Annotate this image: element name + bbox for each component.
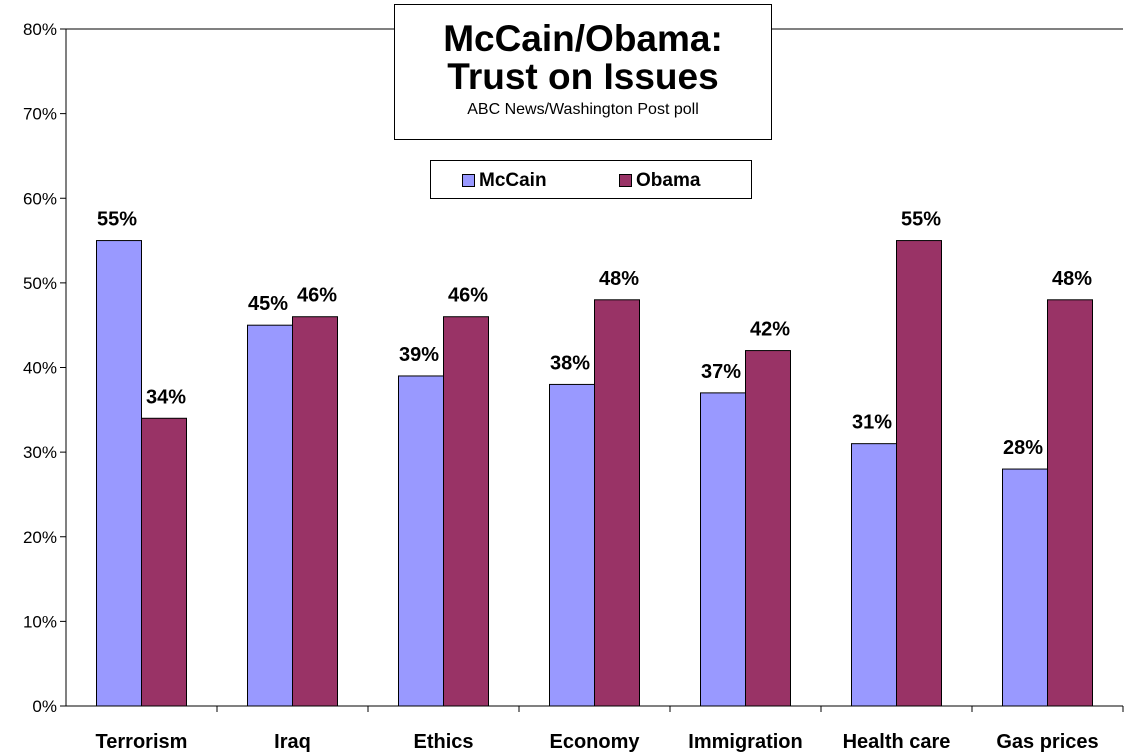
x-tick-label: Iraq [274, 731, 311, 753]
bar-obama [896, 240, 942, 707]
data-label-obama: 42% [750, 319, 790, 341]
legend-swatch-mccain [462, 174, 475, 187]
data-label-obama: 46% [297, 285, 337, 307]
bar-mccain [700, 392, 746, 707]
chart-subtitle: ABC News/Washington Post poll [467, 101, 699, 118]
y-tick-label: 10% [23, 612, 57, 631]
y-tick-label: 60% [23, 189, 57, 208]
data-label-obama: 34% [146, 386, 186, 408]
x-tick-label: Economy [549, 731, 640, 753]
bar-obama [594, 299, 640, 707]
x-tick-label: Health care [843, 731, 951, 753]
legend-label-mccain: McCain [479, 169, 547, 191]
chart-title-line-1: McCain/Obama: [443, 18, 723, 59]
bar-obama [443, 316, 489, 707]
data-label-obama: 46% [448, 285, 488, 307]
data-label-obama: 48% [599, 268, 639, 290]
legend-item-mccain: McCain [462, 161, 547, 200]
bar-obama [745, 350, 791, 707]
legend-label-obama: Obama [636, 169, 701, 191]
bar-mccain [1002, 468, 1048, 707]
y-tick-label: 50% [23, 274, 57, 293]
bar-obama [292, 316, 338, 707]
data-label-mccain: 28% [1003, 437, 1043, 459]
y-tick-label: 40% [23, 359, 57, 378]
bar-mccain [549, 383, 595, 707]
bar-obama [141, 417, 187, 707]
x-tick-label: Terrorism [96, 731, 188, 753]
legend-item-obama: Obama [619, 161, 700, 200]
y-tick-label: 70% [23, 105, 57, 124]
y-tick-label: 20% [23, 528, 57, 547]
data-label-obama: 55% [901, 209, 941, 231]
chart-title-box: McCain/Obama: Trust on Issues ABC News/W… [394, 4, 772, 140]
data-label-obama: 48% [1052, 268, 1092, 290]
x-tick-label: Immigration [688, 731, 802, 753]
legend-swatch-obama [619, 174, 632, 187]
data-label-mccain: 45% [248, 293, 288, 315]
data-label-mccain: 39% [399, 344, 439, 366]
bar-obama [1047, 299, 1093, 707]
bar-mccain [851, 443, 897, 707]
y-tick-label: 80% [23, 20, 57, 39]
y-tick-label: 0% [32, 697, 57, 716]
bar-mccain [247, 324, 293, 707]
bar-mccain [96, 240, 142, 707]
x-tick-label: Ethics [413, 731, 473, 753]
data-label-mccain: 55% [97, 209, 137, 231]
chart-legend: McCain Obama [430, 160, 752, 199]
data-label-mccain: 31% [852, 412, 892, 434]
data-label-mccain: 37% [701, 361, 741, 383]
data-label-mccain: 38% [550, 352, 590, 374]
y-tick-label: 30% [23, 443, 57, 462]
bar-mccain [398, 375, 444, 707]
chart-title-line-2: Trust on Issues [447, 56, 719, 97]
x-tick-label: Gas prices [996, 731, 1098, 753]
